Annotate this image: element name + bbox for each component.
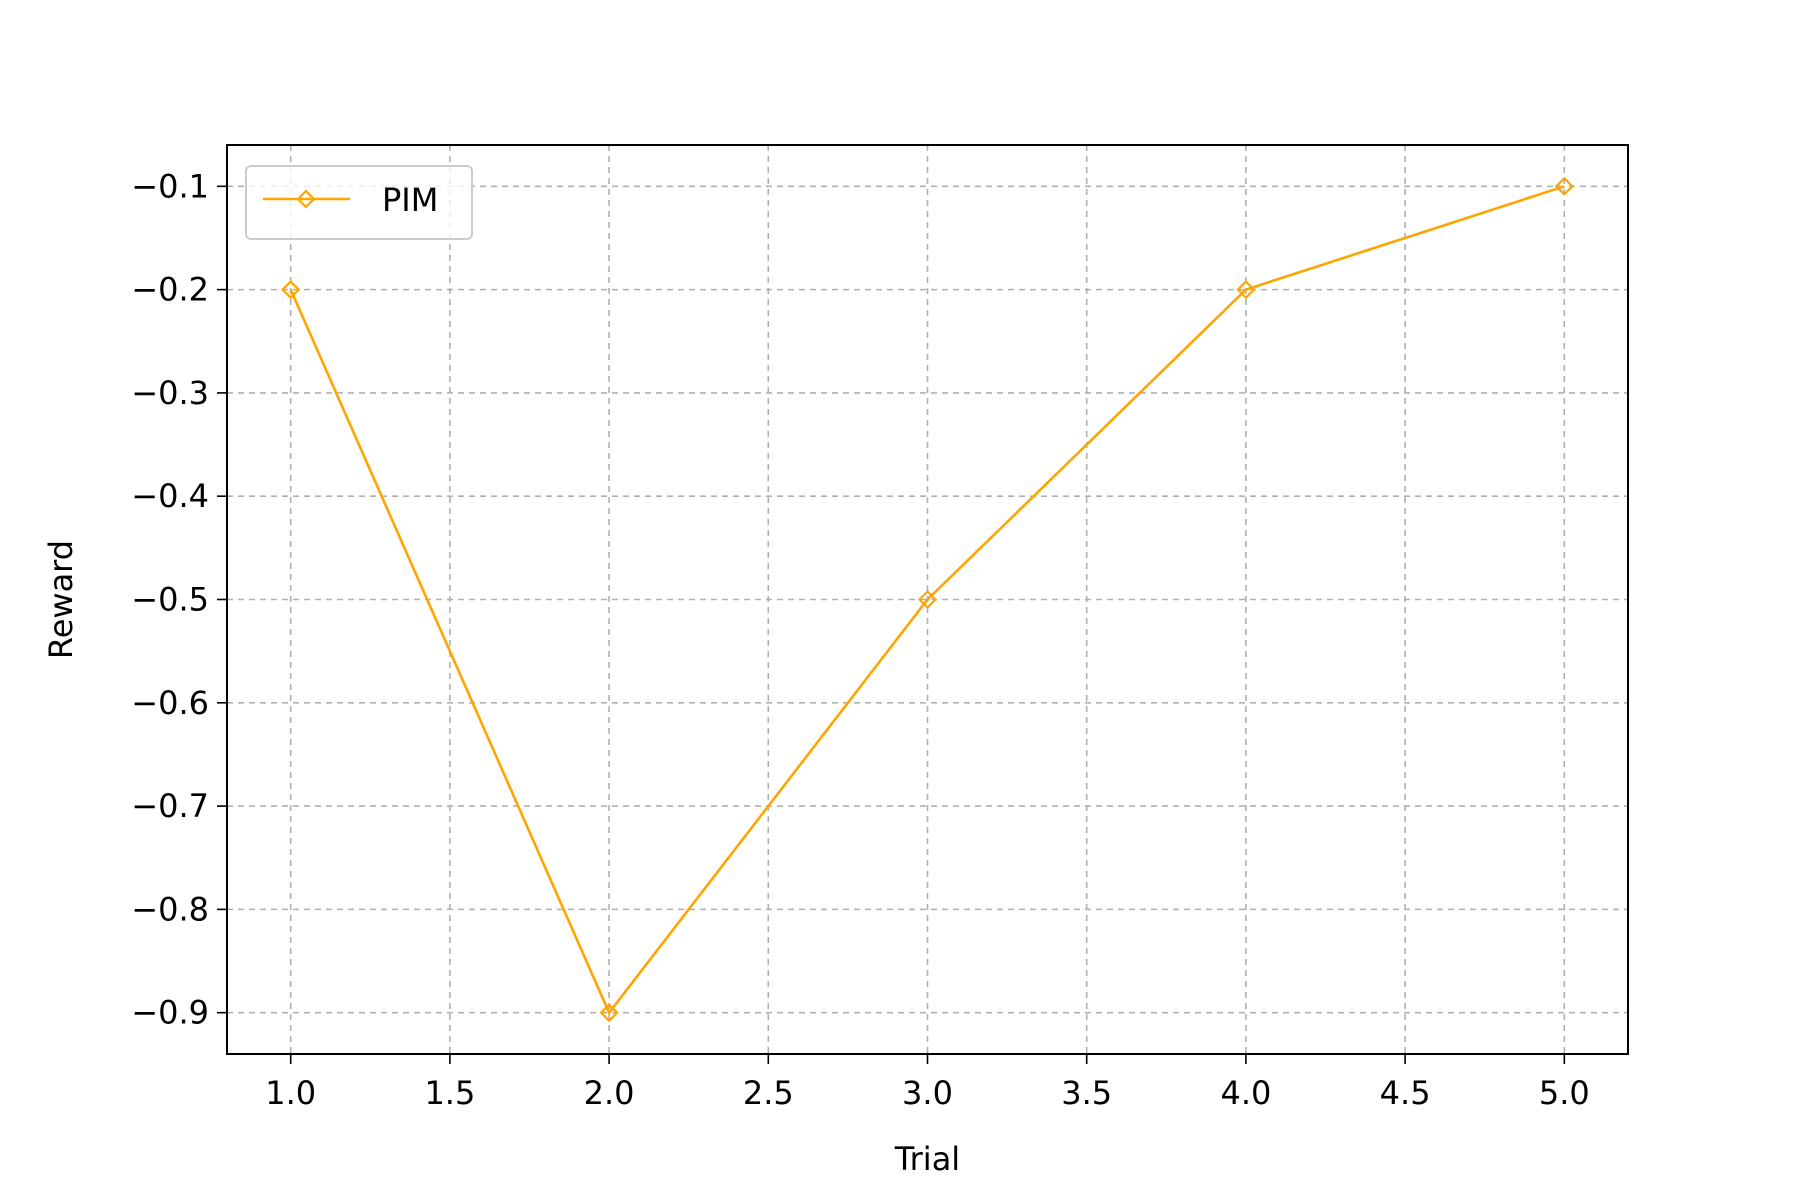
x-tick-label: 4.0 xyxy=(1220,1074,1271,1112)
legend-box xyxy=(245,165,473,240)
y-tick-label: −0.6 xyxy=(131,684,209,722)
y-tick-label: −0.7 xyxy=(131,787,209,825)
x-tick-label: 1.5 xyxy=(424,1074,475,1112)
y-axis-label: Reward xyxy=(42,540,80,659)
legend-marker-diamond xyxy=(296,189,316,209)
series-line-pim xyxy=(289,185,1565,1016)
x-tick-label: 4.5 xyxy=(1380,1074,1431,1112)
y-tick-label: −0.9 xyxy=(131,994,209,1032)
y-tick-label: −0.3 xyxy=(131,374,209,412)
y-axis-ticks: −0.1 −0.2 −0.3 −0.4 −0.5 −0.6 −0.7 −0.8 −0.9 xyxy=(131,167,227,1032)
legend: PIM xyxy=(245,165,473,240)
x-tick-label: 3.0 xyxy=(902,1074,953,1112)
x-tick-label: 3.5 xyxy=(1061,1074,1112,1112)
x-axis-ticks: 1.0 1.5 2.0 2.5 3.0 3.5 4.0 4.5 5.0 xyxy=(265,1054,1590,1112)
y-tick-label: −0.5 xyxy=(131,581,209,619)
x-tick-label: 5.0 xyxy=(1539,1074,1590,1112)
y-tick-label: −0.4 xyxy=(131,477,209,515)
x-tick-label: 2.0 xyxy=(584,1074,635,1112)
data-point xyxy=(599,1003,619,1023)
x-tick-label: 2.5 xyxy=(743,1074,794,1112)
data-point xyxy=(1554,176,1574,196)
data-point xyxy=(1236,280,1256,300)
data-point xyxy=(281,280,301,300)
data-point xyxy=(917,589,938,610)
y-tick-label: −0.8 xyxy=(131,890,209,928)
x-axis-label: Trial xyxy=(894,1140,960,1178)
series-layer xyxy=(281,176,1574,1023)
x-tick-label: 1.0 xyxy=(265,1074,316,1112)
y-tick-label: −0.1 xyxy=(131,167,209,205)
legend-label-pim: PIM xyxy=(382,181,438,219)
y-tick-label: −0.2 xyxy=(131,271,209,309)
